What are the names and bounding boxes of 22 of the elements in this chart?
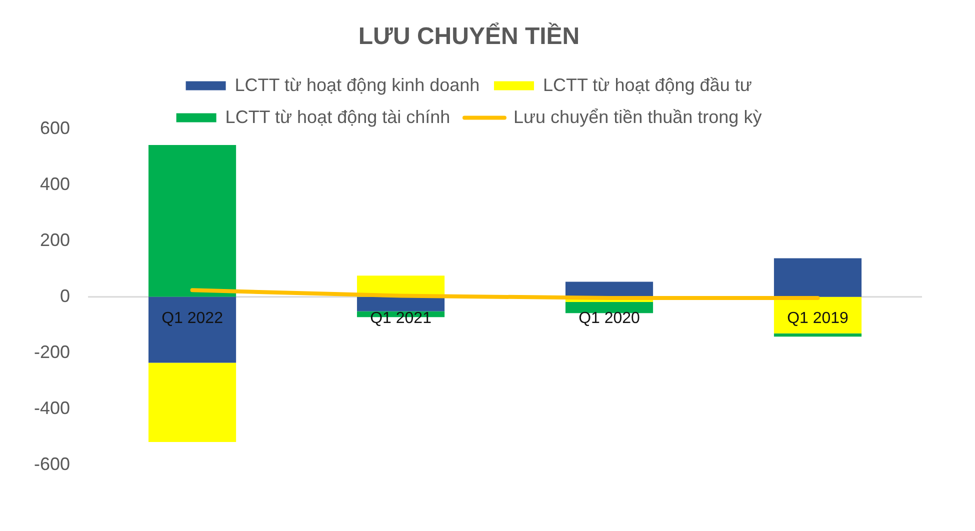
bar: [148, 362, 236, 442]
legend-label: LCTT từ hoạt động tài chính: [225, 106, 450, 127]
y-tick-label: -400: [34, 398, 70, 418]
bar: [148, 145, 236, 297]
legend-label: LCTT từ hoạt động kinh doanh: [234, 74, 480, 95]
y-tick-label: 600: [40, 118, 70, 138]
legend-label: LCTT từ hoạt động đầu tư: [542, 74, 752, 95]
x-tick-label: Q1 2022: [162, 310, 224, 327]
y-tick-label: 200: [40, 230, 70, 250]
bar: [774, 258, 862, 297]
y-tick-label: 400: [40, 174, 70, 194]
bar: [356, 296, 445, 312]
y-tick-label: 0: [60, 286, 70, 306]
chart-title: LƯU CHUYỂN TIỀN: [358, 22, 580, 50]
bar: [565, 282, 654, 297]
y-tick-label: -200: [34, 342, 70, 362]
x-tick-label: Q1 2020: [578, 310, 640, 327]
bar: [148, 296, 236, 363]
legend-label: Lưu chuyển tiền thuần trong kỳ: [513, 106, 762, 127]
y-tick-label: -600: [34, 454, 70, 474]
x-tick-label: Q1 2019: [787, 310, 849, 327]
bar: [565, 302, 654, 314]
